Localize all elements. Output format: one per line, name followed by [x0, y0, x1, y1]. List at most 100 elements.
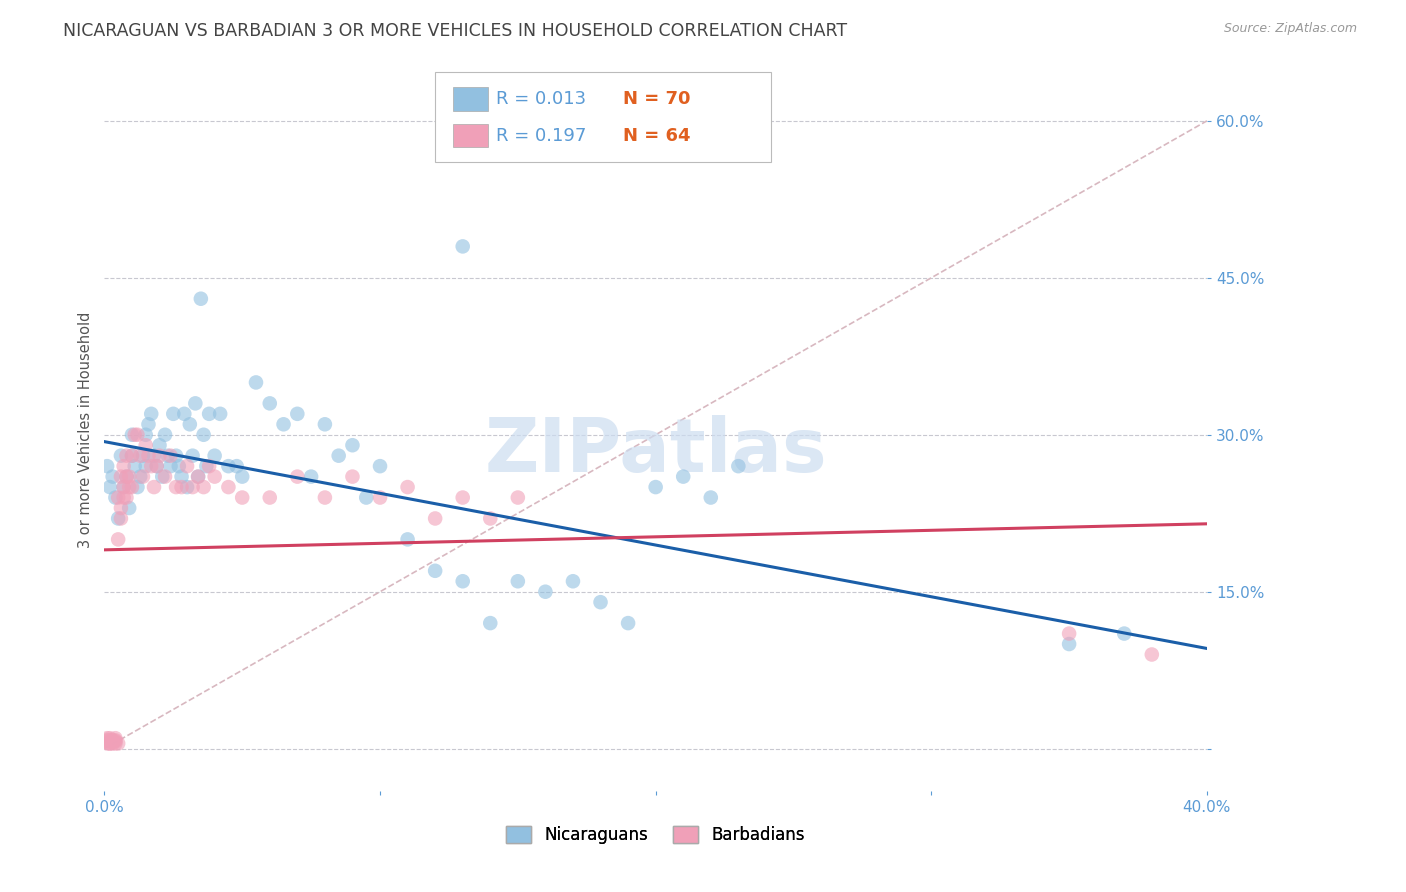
Point	[231, 491, 253, 505]
Point	[1140, 648, 1163, 662]
Text: Source: ZipAtlas.com: Source: ZipAtlas.com	[1223, 22, 1357, 36]
Point	[225, 459, 247, 474]
Point	[170, 480, 193, 494]
Point	[423, 511, 446, 525]
Point	[104, 731, 127, 746]
Point	[98, 736, 121, 750]
Point	[204, 469, 226, 483]
Point	[181, 480, 204, 494]
Point	[96, 736, 118, 750]
Text: N = 64: N = 64	[623, 127, 690, 145]
Point	[107, 511, 129, 525]
Point	[165, 449, 187, 463]
Point	[176, 459, 198, 474]
Point	[153, 469, 176, 483]
Point	[198, 459, 221, 474]
Point	[104, 491, 127, 505]
Point	[342, 438, 364, 452]
Point	[1057, 626, 1080, 640]
Point	[110, 501, 132, 516]
Point	[159, 449, 181, 463]
Point	[138, 449, 160, 463]
Point	[96, 731, 118, 746]
Point	[112, 480, 135, 494]
Point	[118, 480, 141, 494]
Point	[118, 469, 141, 483]
Text: R = 0.013: R = 0.013	[496, 90, 586, 108]
Point	[143, 480, 166, 494]
Point	[231, 469, 253, 483]
Point	[165, 480, 187, 494]
Point	[96, 459, 118, 474]
Point	[354, 491, 377, 505]
Point	[162, 407, 184, 421]
Point	[141, 459, 163, 474]
Point	[112, 480, 135, 494]
Point	[187, 469, 209, 483]
Point	[145, 459, 167, 474]
Point	[1114, 626, 1136, 640]
Point	[368, 459, 391, 474]
Point	[98, 733, 121, 747]
Point	[204, 449, 226, 463]
Point	[1057, 637, 1080, 651]
Point	[314, 417, 336, 432]
Point	[167, 459, 190, 474]
Point	[176, 480, 198, 494]
Point	[193, 480, 215, 494]
Y-axis label: 3 or more Vehicles in Household: 3 or more Vehicles in Household	[79, 311, 93, 548]
Point	[115, 469, 138, 483]
Point	[135, 427, 157, 442]
Point	[118, 501, 141, 516]
Point	[115, 491, 138, 505]
Point	[195, 459, 218, 474]
Point	[110, 469, 132, 483]
Point	[179, 417, 201, 432]
Point	[209, 407, 232, 421]
Point	[173, 407, 195, 421]
Point	[534, 584, 557, 599]
Point	[423, 564, 446, 578]
Point	[112, 459, 135, 474]
FancyBboxPatch shape	[434, 72, 772, 162]
Point	[285, 469, 308, 483]
Point	[506, 491, 529, 505]
Point	[506, 574, 529, 589]
Point	[143, 449, 166, 463]
Point	[451, 239, 474, 253]
Point	[190, 292, 212, 306]
Point	[644, 480, 666, 494]
Point	[115, 449, 138, 463]
Point	[589, 595, 612, 609]
Point	[107, 491, 129, 505]
Text: R = 0.197: R = 0.197	[496, 127, 586, 145]
Point	[101, 736, 124, 750]
Point	[245, 376, 267, 390]
Point	[101, 469, 124, 483]
Point	[396, 533, 419, 547]
Legend: Nicaraguans, Barbadians: Nicaraguans, Barbadians	[499, 819, 811, 851]
Point	[96, 733, 118, 747]
Point	[156, 449, 179, 463]
Point	[299, 469, 322, 483]
Point	[259, 396, 281, 410]
Point	[141, 407, 163, 421]
Point	[138, 417, 160, 432]
Point	[124, 427, 146, 442]
Point	[110, 511, 132, 525]
Point	[451, 574, 474, 589]
FancyBboxPatch shape	[453, 124, 488, 147]
Point	[101, 733, 124, 747]
Point	[121, 480, 143, 494]
Point	[127, 480, 149, 494]
Point	[127, 427, 149, 442]
Point	[700, 491, 723, 505]
Point	[98, 480, 121, 494]
Point	[132, 469, 155, 483]
Point	[672, 469, 695, 483]
Point	[193, 427, 215, 442]
Point	[479, 616, 502, 631]
Text: N = 70: N = 70	[623, 90, 690, 108]
Point	[217, 459, 239, 474]
Point	[121, 427, 143, 442]
